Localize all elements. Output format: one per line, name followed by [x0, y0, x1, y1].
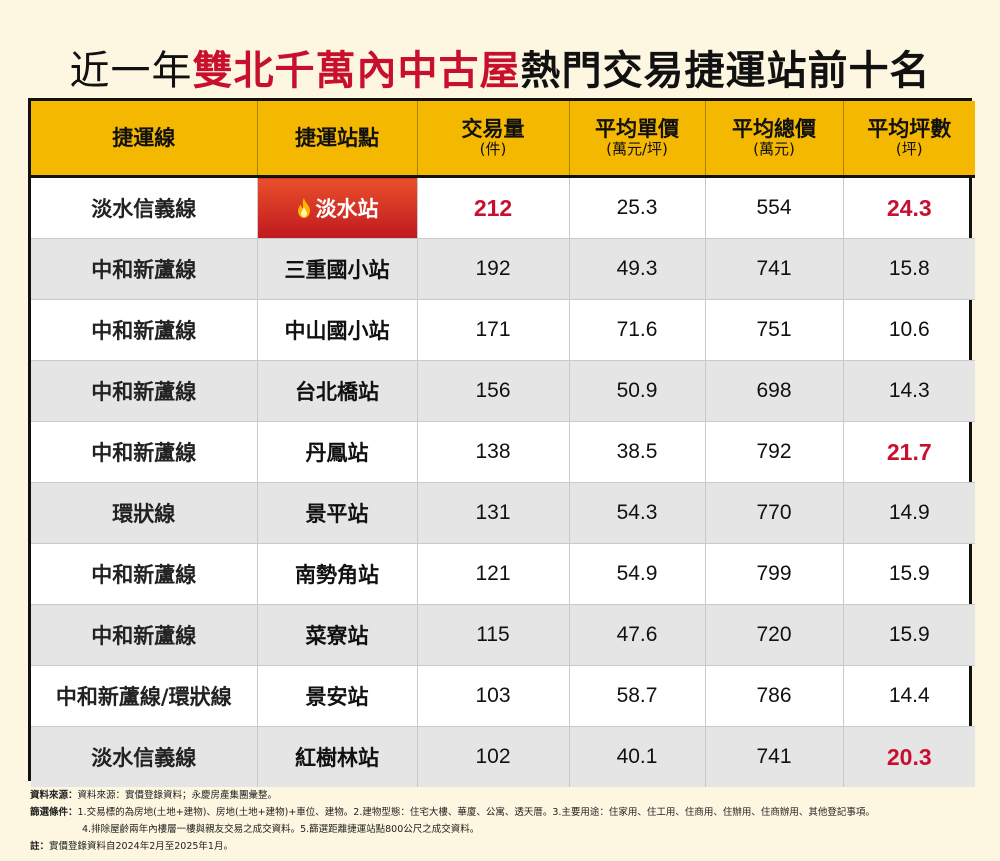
footnotes: 資料來源：資料來源：實價登錄資料；永慶房產集團彙整。 篩選條件：1.交易標的為房… [30, 787, 980, 855]
area-cell: 15.9 [843, 604, 975, 666]
volume-cell: 115 [417, 604, 570, 666]
unit-price-cell: 50.9 [569, 360, 706, 422]
unit-price-cell: 71.6 [569, 299, 706, 361]
volume-cell: 103 [417, 665, 570, 727]
column-header-total-price: 平均總價 (萬元) [705, 101, 844, 178]
total-price-cell: 751 [705, 299, 844, 361]
area-cell: 10.6 [843, 299, 975, 361]
remark-note: 註：實價登錄資料自2024年2月至2025年1月。 [30, 841, 233, 852]
unit-price-cell: 25.3 [569, 176, 706, 239]
station-cell: 三重國小站 [257, 238, 418, 300]
station-cell: 台北橋站 [257, 360, 418, 422]
station-cell: 菜寮站 [257, 604, 418, 666]
total-price-cell: 792 [705, 421, 844, 483]
station-cell: 景平站 [257, 482, 418, 544]
total-price-cell: 554 [705, 176, 844, 239]
volume-cell: 171 [417, 299, 570, 361]
ranking-table-container: 捷運線 捷運站點 交易量 (件) 平均單價 (萬元/坪) 平均總價 (萬元) 平均坪數… [28, 98, 975, 787]
total-price-cell: 698 [705, 360, 844, 422]
title-highlight: 雙北千萬內中古屋 [192, 48, 521, 94]
unit-price-cell: 54.9 [569, 543, 706, 605]
total-price-cell: 786 [705, 665, 844, 727]
page-title: 近一年雙北千萬內中古屋熱門交易捷運站前十名 [0, 38, 1000, 96]
fire-icon [296, 198, 312, 223]
line-cell: 淡水信義線 [31, 176, 258, 239]
volume-cell: 192 [417, 238, 570, 300]
station-cell: 丹鳳站 [257, 421, 418, 483]
ranking-table: 捷運線 捷運站點 交易量 (件) 平均單價 (萬元/坪) 平均總價 (萬元) 平均坪數… [31, 101, 975, 787]
column-header-unit-price: 平均單價 (萬元/坪) [569, 101, 706, 178]
table-header-row: 捷運線 捷運站點 交易量 (件) 平均單價 (萬元/坪) 平均總價 (萬元) 平均坪數… [31, 101, 975, 178]
unit-price-cell: 54.3 [569, 482, 706, 544]
line-cell: 環狀線 [31, 482, 258, 544]
line-cell: 中和新蘆線/環狀線 [31, 665, 258, 727]
column-unit: (萬元) [753, 140, 795, 159]
line-cell: 中和新蘆線 [31, 360, 258, 422]
total-price-cell: 741 [705, 238, 844, 300]
area-cell: 15.8 [843, 238, 975, 300]
volume-cell: 121 [417, 543, 570, 605]
table-row: 中和新蘆線 丹鳳站 138 38.5 792 21.7 [31, 421, 975, 483]
column-header-area: 平均坪數 (坪) [843, 101, 975, 178]
station-cell: 紅樹林站 [257, 726, 418, 787]
table-row: 中和新蘆線 三重國小站 192 49.3 741 15.8 [31, 238, 975, 300]
column-header-volume: 交易量 (件) [417, 101, 570, 178]
table-row: 淡水信義線 紅樹林站 102 40.1 741 20.3 [31, 726, 975, 787]
column-header-line: 捷運線 [31, 101, 258, 178]
line-cell: 中和新蘆線 [31, 421, 258, 483]
title-suffix: 熱門交易捷運站前十名 [520, 48, 931, 94]
line-cell: 淡水信義線 [31, 726, 258, 787]
area-cell: 14.9 [843, 482, 975, 544]
line-cell: 中和新蘆線 [31, 543, 258, 605]
column-unit: (件) [479, 140, 507, 159]
area-cell: 14.4 [843, 665, 975, 727]
table-row: 中和新蘆線/環狀線 景安站 103 58.7 786 14.4 [31, 665, 975, 727]
station-cell: 中山國小站 [257, 299, 418, 361]
total-price-cell: 741 [705, 726, 844, 787]
filter-note-continued: 4.排除屋齡兩年內樓層一樓與親友交易之成交資料。5.篩選距離捷運站點800公尺之… [82, 824, 480, 835]
source-note: 資料來源：資料來源：實價登錄資料；永慶房產集團彙整。 [30, 790, 278, 801]
line-cell: 中和新蘆線 [31, 604, 258, 666]
table-row: 淡水信義線 淡水站 212 25.3 554 24.3 [31, 176, 975, 239]
line-cell: 中和新蘆線 [31, 299, 258, 361]
table-row: 中和新蘆線 南勢角站 121 54.9 799 15.9 [31, 543, 975, 605]
unit-price-cell: 47.6 [569, 604, 706, 666]
total-price-cell: 770 [705, 482, 844, 544]
table-row: 中和新蘆線 菜寮站 115 47.6 720 15.9 [31, 604, 975, 666]
table-row: 中和新蘆線 台北橋站 156 50.9 698 14.3 [31, 360, 975, 422]
area-cell: 15.9 [843, 543, 975, 605]
column-header-station: 捷運站點 [257, 101, 418, 178]
volume-cell: 156 [417, 360, 570, 422]
area-cell: 14.3 [843, 360, 975, 422]
volume-cell: 102 [417, 726, 570, 787]
area-cell: 24.3 [843, 176, 975, 239]
area-cell: 21.7 [843, 421, 975, 483]
title-prefix: 近一年 [69, 48, 193, 94]
unit-price-cell: 58.7 [569, 665, 706, 727]
table-row: 環狀線 景平站 131 54.3 770 14.9 [31, 482, 975, 544]
station-cell: 景安站 [257, 665, 418, 727]
unit-price-cell: 49.3 [569, 238, 706, 300]
column-unit: (萬元/坪) [606, 140, 668, 159]
volume-cell: 138 [417, 421, 570, 483]
volume-cell: 131 [417, 482, 570, 544]
filter-note: 篩選條件：1.交易標的為房地(土地+建物)、房地(土地+建物)+車位、建物。2.… [30, 807, 875, 818]
table-row: 中和新蘆線 中山國小站 171 71.6 751 10.6 [31, 299, 975, 361]
total-price-cell: 799 [705, 543, 844, 605]
unit-price-cell: 38.5 [569, 421, 706, 483]
column-unit: (坪) [895, 140, 923, 159]
station-cell: 淡水站 [257, 176, 418, 239]
total-price-cell: 720 [705, 604, 844, 666]
line-cell: 中和新蘆線 [31, 238, 258, 300]
volume-cell: 212 [417, 176, 570, 239]
station-cell: 南勢角站 [257, 543, 418, 605]
unit-price-cell: 40.1 [569, 726, 706, 787]
area-cell: 20.3 [843, 726, 975, 787]
